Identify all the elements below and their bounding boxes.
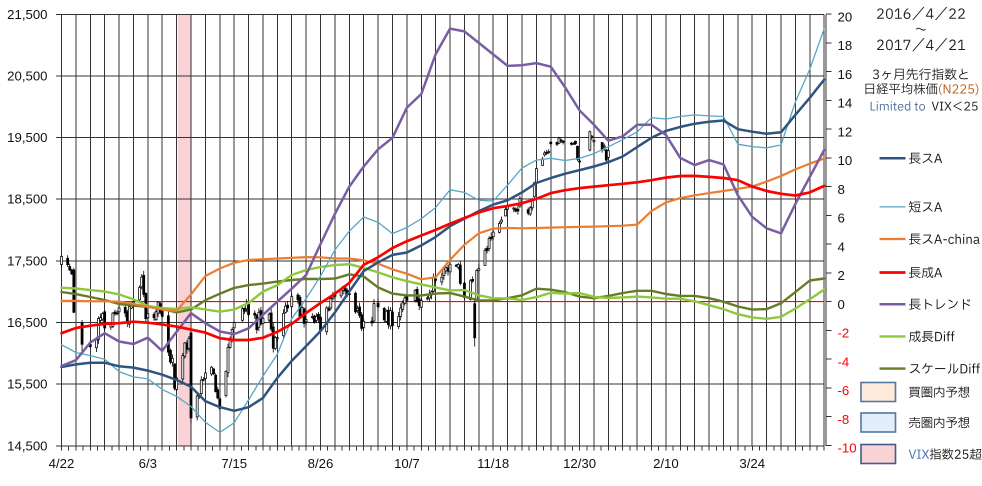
svg-text:4: 4 — [838, 239, 845, 254]
svg-text:20: 20 — [838, 9, 853, 24]
svg-text:4/22: 4/22 — [49, 456, 75, 471]
svg-text:6/3: 6/3 — [139, 456, 157, 471]
svg-text:2: 2 — [838, 268, 845, 283]
svg-text:18,500: 18,500 — [7, 192, 47, 207]
svg-text:10/7: 10/7 — [394, 456, 420, 471]
svg-text:-6: -6 — [838, 383, 850, 398]
svg-text:21,500: 21,500 — [7, 7, 47, 22]
svg-text:6: 6 — [838, 211, 845, 226]
svg-text:16: 16 — [838, 67, 853, 82]
svg-text:15,500: 15,500 — [7, 377, 47, 392]
svg-text:20,500: 20,500 — [7, 68, 47, 83]
svg-text:8/26: 8/26 — [308, 456, 334, 471]
svg-text:0: 0 — [838, 297, 845, 312]
svg-text:-4: -4 — [838, 354, 850, 369]
svg-text:14: 14 — [838, 96, 853, 111]
svg-text:17,500: 17,500 — [7, 253, 47, 268]
svg-text:18: 18 — [838, 38, 853, 53]
svg-text:8: 8 — [838, 182, 845, 197]
svg-text:-8: -8 — [838, 412, 850, 427]
svg-text:16,500: 16,500 — [7, 315, 47, 330]
svg-text:7/15: 7/15 — [221, 456, 247, 471]
svg-text:19,500: 19,500 — [7, 130, 47, 145]
svg-text:12: 12 — [838, 124, 853, 139]
svg-text:14,500: 14,500 — [7, 438, 47, 453]
svg-text:2/10: 2/10 — [653, 456, 679, 471]
svg-text:3/24: 3/24 — [739, 456, 765, 471]
svg-text:-2: -2 — [838, 326, 850, 341]
svg-text:12/30: 12/30 — [563, 456, 596, 471]
svg-text:11/18: 11/18 — [477, 456, 509, 471]
svg-text:-10: -10 — [838, 441, 857, 456]
svg-text:10: 10 — [838, 153, 853, 168]
